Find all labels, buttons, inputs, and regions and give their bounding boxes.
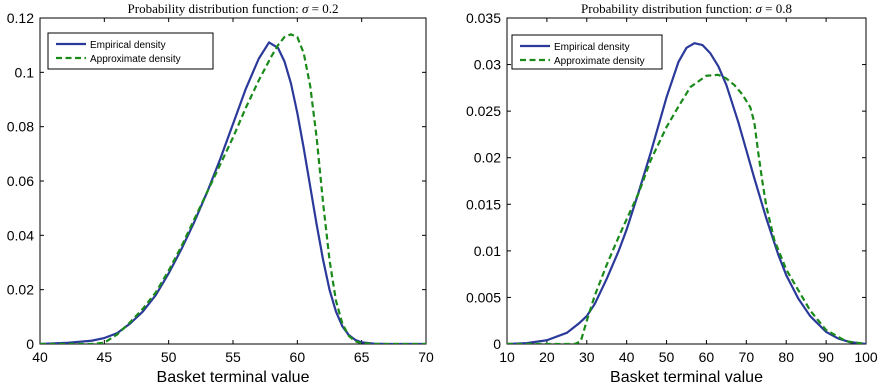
x-tick-label: 40: [619, 349, 635, 365]
chart-title-symbol: σ: [755, 1, 762, 16]
y-tick-label: 0.025: [466, 103, 501, 119]
x-tick-label: 30: [579, 349, 595, 365]
chart-title-prefix: Probability distribution function:: [581, 1, 755, 16]
x-tick-label: 80: [778, 349, 794, 365]
y-tick-label: 0.02: [7, 282, 34, 298]
y-tick-label: 0.06: [7, 173, 34, 189]
x-tick-label: 65: [354, 349, 370, 365]
series-line-approximate: [507, 73, 866, 344]
y-tick-label: 0.03: [474, 57, 501, 73]
y-tick-label: 0.01: [474, 243, 501, 259]
x-tick-label: 50: [161, 349, 177, 365]
x-axis-label: Basket terminal value: [610, 369, 763, 386]
series-line-approximate: [40, 33, 426, 344]
y-tick-label: 0: [493, 336, 501, 352]
chart-title-value: = 0.2: [308, 1, 338, 16]
y-tick-label: 0: [26, 336, 34, 352]
x-tick-label: 50: [659, 349, 675, 365]
chart-title-value: = 0.8: [762, 1, 792, 16]
x-tick-label: 20: [539, 349, 555, 365]
chart-title-symbol: σ: [302, 1, 309, 16]
x-tick-label: 90: [818, 349, 834, 365]
legend: Empirical density Approximate density: [511, 34, 663, 70]
y-tick-label: 0.02: [474, 150, 501, 166]
y-tick-label: 0.1: [15, 64, 35, 80]
x-axis-label: Basket terminal value: [157, 369, 310, 386]
legend-box: [47, 32, 214, 70]
legend-label: Empirical density: [554, 42, 630, 53]
x-tick-label: 60: [290, 349, 306, 365]
chart-title-prefix: Probability distribution function:: [128, 1, 302, 16]
y-tick-label: 0.12: [7, 10, 34, 26]
x-tick-label: 70: [418, 349, 434, 365]
y-tick-label: 0.035: [466, 10, 501, 26]
chart-panel-1: 40 45 50 55 60 65 70 0 0.02 0.04 0.06 0.08 0.1 0.12 Pr…: [7, 1, 434, 386]
x-tick-label: 10: [499, 349, 515, 365]
x-tick-label: 100: [854, 349, 878, 365]
axes-box: [39, 17, 427, 345]
legend: Empirical density Approximate density: [47, 32, 214, 70]
y-tick-label: 0.015: [466, 196, 501, 212]
axes-box: [506, 17, 867, 345]
x-tick-label: 55: [225, 349, 241, 365]
x-tick-label: 70: [739, 349, 755, 365]
x-tick-label: 40: [32, 349, 48, 365]
y-tick-label: 0.04: [7, 227, 34, 243]
chart-title: Probability distribution function: σ = 0…: [128, 1, 339, 16]
legend-label: Approximate density: [90, 54, 181, 65]
chart-panel-2: 10 20 30 40 50 60 70 80 90 100 0 0.005 0.01 0.015 0.02…: [466, 1, 878, 386]
y-tick-label: 0.08: [7, 119, 34, 135]
y-tick-label: 0.005: [466, 289, 501, 305]
x-tick-label: 60: [699, 349, 715, 365]
chart-title: Probability distribution function: σ = 0…: [581, 1, 792, 16]
legend-label: Approximate density: [554, 56, 645, 67]
legend-label: Empirical density: [90, 40, 166, 51]
legend-box: [511, 34, 663, 70]
x-tick-label: 45: [97, 349, 113, 365]
series-line-empirical: [507, 42, 866, 344]
